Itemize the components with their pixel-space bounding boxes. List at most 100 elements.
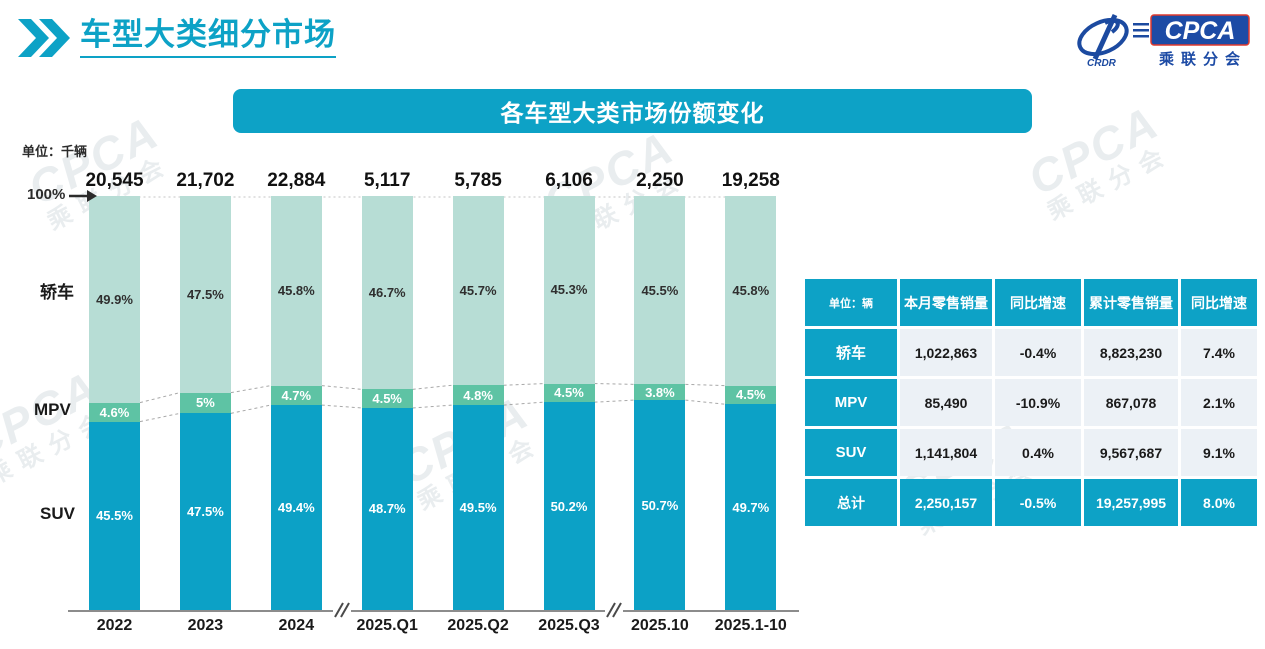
segment-percent-label: 3.8% <box>645 384 675 400</box>
chart-title-banner: 各车型大类市场份额变化 <box>233 89 1032 133</box>
logo-cpca-text: CPCA <box>1165 17 1236 45</box>
bar-2025.Q3: 6,106 45.3% 4.5% 50.2% <box>543 170 595 610</box>
segment-percent-label: 49.7% <box>732 499 770 515</box>
page-title: 车型大类细分市场 <box>80 17 336 59</box>
segment-percent-label: 45.5% <box>96 508 133 524</box>
bar-total-label: 19,258 <box>721 170 780 191</box>
segment-percent-label: 49.5% <box>459 500 497 515</box>
segment-percent-label: 45.7% <box>459 283 497 299</box>
segment-SUV: 49.7% <box>725 404 777 610</box>
segment-percent-label: 4.5% <box>372 391 402 407</box>
axis-break-icon <box>605 602 624 618</box>
segment-percent-label: 5% <box>195 395 215 411</box>
table-cell: 7.4% <box>1181 329 1257 376</box>
bar-2025.1-10: 19,258 45.8% 4.5% 49.7% <box>722 170 780 610</box>
table-cell: 867,078 <box>1084 379 1178 426</box>
table-cell: 2.1% <box>1181 379 1257 426</box>
table-cell: -10.9% <box>995 379 1081 426</box>
arrow-right-icon <box>69 190 97 202</box>
bar-total-label: 20,545 <box>85 170 144 191</box>
bar-total-label: 6,106 <box>545 170 593 191</box>
table-header-cell: 同比增速 <box>1181 279 1257 326</box>
segment-percent-label: 46.7% <box>368 285 406 301</box>
segment-percent-label: 47.5% <box>186 286 224 302</box>
segment-percent-label: 45.8% <box>277 283 315 299</box>
segment-percent-label: 48.7% <box>368 501 406 517</box>
table-cell: 9.1% <box>1181 429 1257 476</box>
sales-table: 单位：辆 本月零售销量 同比增速 累计零售销量 同比增速 轿车 1,022,863 -0.4%… <box>805 279 1257 526</box>
watermark-text: CPCA <box>1019 95 1167 205</box>
segment-percent-label: 4.5% <box>735 387 766 403</box>
segment-SUV: 47.5% <box>179 413 231 610</box>
table-cell: 8,823,230 <box>1084 329 1178 376</box>
segment-MPV: 4.5% <box>725 385 777 405</box>
segment-MPV: 4.5% <box>361 389 413 408</box>
segment-percent-label: 47.5% <box>186 504 224 520</box>
table-cell: 9,567,687 <box>1084 429 1178 476</box>
table-cell: 19,257,995 <box>1084 479 1178 526</box>
x-axis-line <box>68 610 799 612</box>
bar-2022: 20,545 49.9% 4.6% 45.5% <box>85 170 144 610</box>
segment-SUV: 49.5% <box>452 405 504 610</box>
table-cell: 1,022,863 <box>900 329 992 376</box>
segment-轿车: 47.5% <box>179 196 231 393</box>
bar-2025.Q2: 5,785 45.7% 4.8% 49.5% <box>452 170 504 610</box>
watermark-subtext: 乘联分会 <box>1043 140 1177 227</box>
bar-total-label: 5,785 <box>454 170 502 191</box>
segment-percent-label: 45.5% <box>641 282 679 298</box>
segment-percent-label: 45.8% <box>732 283 770 299</box>
segment-SUV: 50.7% <box>634 400 686 610</box>
table-header-cell: 本月零售销量 <box>900 279 992 326</box>
bar-2024: 22,884 45.8% 4.7% 49.4% <box>267 170 325 610</box>
segment-轿车: 45.3% <box>543 196 595 384</box>
segment-轿车: 45.8% <box>725 196 777 386</box>
unit-label: 单位：千辆 <box>22 144 88 159</box>
table-cell: 8.0% <box>1181 479 1257 526</box>
segment-轿车: 45.5% <box>634 196 686 385</box>
series-label-suv: SUV <box>40 504 75 523</box>
series-label-sedan: 轿车 <box>40 283 74 302</box>
segment-轿车: 45.8% <box>270 196 322 386</box>
table-cell: 1,141,804 <box>900 429 992 476</box>
segment-MPV: 3.8% <box>634 384 686 401</box>
table-cell: 85,490 <box>900 379 992 426</box>
segment-SUV: 48.7% <box>361 407 413 610</box>
bar-total-label: 5,117 <box>363 170 411 191</box>
axis-break-icon <box>332 602 351 618</box>
table-header-cell: 同比增速 <box>995 279 1081 326</box>
table-header-cell: 累计零售销量 <box>1084 279 1178 326</box>
segment-MPV: 4.5% <box>543 383 595 403</box>
segment-percent-label: 4.6% <box>99 404 130 420</box>
table-cell: -0.4% <box>995 329 1081 376</box>
x-axis-label-2025.1-10: 2025.1-10 <box>714 617 787 634</box>
x-axis-label-2025.Q1: 2025.Q1 <box>356 617 418 634</box>
segment-percent-label: 50.2% <box>550 498 588 514</box>
double-chevron-icon <box>18 19 70 57</box>
connector-lines <box>88 196 777 423</box>
x-axis-label-2022: 2022 <box>96 617 133 634</box>
segment-MPV: 4.6% <box>89 402 140 422</box>
segment-percent-label: 49.4% <box>277 500 315 516</box>
bar-total-label: 22,884 <box>267 170 326 191</box>
bar-2025.10: 2,250 45.5% 3.8% 50.7% <box>634 170 686 610</box>
x-axis-label-2024: 2024 <box>278 617 315 634</box>
x-axis-label-2025.Q3: 2025.Q3 <box>538 617 600 634</box>
table-row-label-MPV: MPV <box>805 379 897 426</box>
chart-title: 各车型大类市场份额变化 <box>500 100 765 126</box>
logo-mark-text: CRDR <box>1087 58 1117 69</box>
segment-MPV: 5% <box>179 392 231 414</box>
segment-percent-label: 4.5% <box>554 385 584 401</box>
chart-area: 20,545 49.9% 4.6% 45.5% 2022 21,702 47.5% 5% 47.… <box>65 170 805 634</box>
segment-percent-label: 4.7% <box>281 387 312 403</box>
logo-subtitle-text: 乘联分会 <box>1158 50 1247 68</box>
cpca-logo-icon: CRDR CPCA 乘联分会 <box>1077 13 1250 69</box>
segment-percent-label: 49.9% <box>96 291 133 307</box>
segment-SUV: 49.4% <box>270 405 322 610</box>
x-axis-label-2023: 2023 <box>187 617 224 634</box>
table-row-label-SUV: SUV <box>805 429 897 476</box>
segment-MPV: 4.7% <box>270 385 322 406</box>
segment-SUV: 45.5% <box>89 421 140 610</box>
bar-2023: 21,702 47.5% 5% 47.5% <box>176 170 234 610</box>
